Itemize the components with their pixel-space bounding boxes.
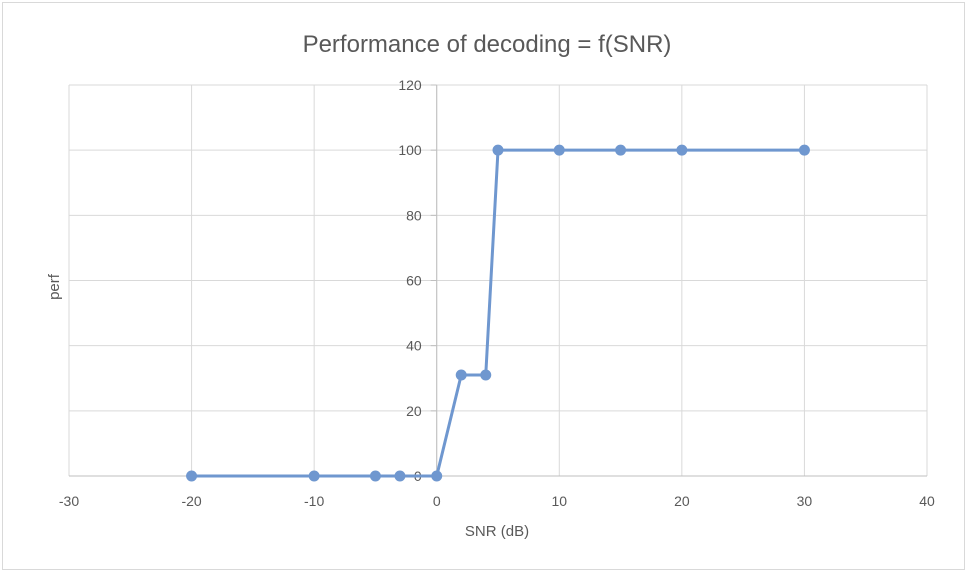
data-point bbox=[431, 470, 443, 482]
x-tick-label: -20 bbox=[181, 493, 201, 509]
y-tick-label: 60 bbox=[406, 273, 422, 289]
y-tick-label: 120 bbox=[398, 77, 422, 93]
data-point bbox=[369, 470, 381, 482]
x-tick-label: 30 bbox=[797, 493, 813, 509]
x-tick-label: -30 bbox=[59, 493, 79, 509]
y-tick-label: 100 bbox=[398, 142, 422, 158]
x-tick-label: 0 bbox=[433, 493, 441, 509]
x-tick-label: 20 bbox=[674, 493, 690, 509]
data-point bbox=[308, 470, 320, 482]
y-axis-title: perf bbox=[46, 273, 63, 300]
data-point bbox=[480, 369, 492, 381]
data-point bbox=[394, 470, 406, 482]
x-tick-label: 10 bbox=[551, 493, 567, 509]
data-point bbox=[798, 144, 810, 156]
data-point bbox=[676, 144, 688, 156]
data-point bbox=[553, 144, 565, 156]
data-point bbox=[455, 369, 467, 381]
x-axis-title: SNR (dB) bbox=[465, 523, 529, 540]
x-tick-label: -10 bbox=[304, 493, 324, 509]
series-group bbox=[186, 144, 810, 482]
chart-title: Performance of decoding = f(SNR) bbox=[303, 31, 672, 58]
series-line bbox=[191, 148, 805, 478]
y-tick-label: 40 bbox=[406, 338, 422, 354]
y-tick-label: 80 bbox=[406, 207, 422, 223]
data-point bbox=[492, 144, 504, 156]
y-tick-label: 20 bbox=[406, 403, 422, 419]
x-tick-label: 40 bbox=[919, 493, 935, 509]
data-point bbox=[615, 144, 627, 156]
data-point bbox=[186, 470, 198, 482]
